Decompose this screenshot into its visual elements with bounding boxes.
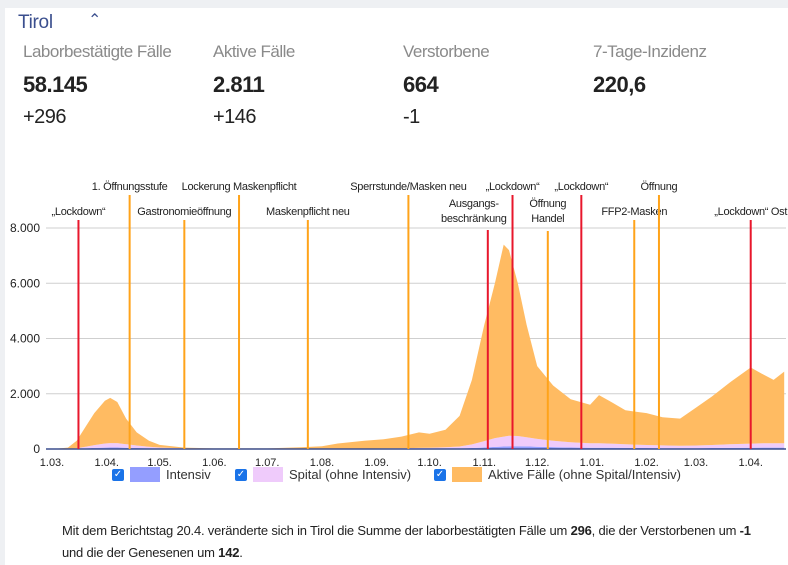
legend-item-aktive[interactable]: ✓ Aktive Fälle (ohne Spital/Intensiv) <box>434 467 681 482</box>
note-text: und die der Genesenen um <box>62 545 219 560</box>
stat-active: Aktive Fälle 2.811 +146 <box>213 42 295 129</box>
event-label: „Lockdown“ <box>554 181 608 193</box>
event-label: Öffnung <box>529 198 566 210</box>
y-tick-label: 8.000 <box>10 221 40 235</box>
x-tick-label: 1.04. <box>94 457 118 469</box>
x-tick-label: 1.03. <box>684 457 708 469</box>
x-tick-label: 1.07. <box>255 457 279 469</box>
note-text: Mit dem Berichtstag 20.4. veränderte sic… <box>62 523 571 538</box>
event-label: Sperrstunde/Masken neu <box>350 181 466 193</box>
stat-label: Aktive Fälle <box>213 42 295 61</box>
legend-swatch <box>253 467 283 482</box>
legend-swatch <box>452 467 482 482</box>
event-label: FFP2-Masken <box>601 206 667 218</box>
note-deaths-delta: -1 <box>739 523 751 538</box>
stat-confirmed: Laborbestätigte Fälle 58.145 +296 <box>23 42 172 129</box>
checkbox-checked-icon[interactable]: ✓ <box>112 468 124 481</box>
note-recovered-delta: 142 <box>218 545 240 560</box>
x-tick-label: 1.03. <box>40 457 64 469</box>
stat-delta: +146 <box>213 106 257 128</box>
event-label: Lockerung Maskenpflicht <box>182 181 297 193</box>
event-label: „Lockdown“ <box>486 181 540 193</box>
area-series-aktive <box>52 244 785 449</box>
stat-label: Laborbestätigte Fälle <box>23 42 172 61</box>
cases-chart: 0 2.000 4.000 6.000 8.000 1.03. 1.04. 1.05. 1.06… <box>10 181 788 469</box>
legend-label: Spital (ohne Intensiv) <box>289 467 412 482</box>
checkbox-checked-icon[interactable]: ✓ <box>434 468 446 481</box>
stat-value: 664 <box>403 72 439 97</box>
y-tick-label: 2.000 <box>10 387 40 401</box>
legend-label: Aktive Fälle (ohne Spital/Intensiv) <box>488 467 681 482</box>
x-tick-label: 1.02. <box>634 457 658 469</box>
x-tick-label: 1.08. <box>310 457 334 469</box>
event-label: beschränkung <box>441 213 507 225</box>
x-tick-label: 1.04. <box>738 457 762 469</box>
note-text: . <box>239 545 243 560</box>
event-label: „Lockdown“ <box>52 206 106 218</box>
event-label: „Lockdown“ Ost <box>714 206 787 218</box>
region-title: Tirol <box>18 12 53 33</box>
event-label: 1. Öffnungsstufe <box>92 181 168 193</box>
event-label: Ausgangs- <box>449 198 500 210</box>
x-tick-label: 1.05. <box>147 457 171 469</box>
x-tick-label: 1.06. <box>202 457 226 469</box>
stat-incidence: 7-Tage-Inzidenz 220,6 <box>593 42 707 106</box>
event-label: Maskenpflicht neu <box>266 206 350 218</box>
stat-label: 7-Tage-Inzidenz <box>593 42 707 61</box>
y-tick-label: 6.000 <box>10 276 40 290</box>
stat-delta: -1 <box>403 106 420 128</box>
x-tick-label: 1.11. <box>472 457 496 469</box>
event-label: Öffnung <box>641 181 678 193</box>
stat-value: 2.811 <box>213 72 265 97</box>
event-label: Handel <box>531 213 564 225</box>
stat-delta: +296 <box>23 106 67 128</box>
chart-legend: ✓ Intensiv ✓ Spital (ohne Intensiv) ✓ Ak… <box>0 467 788 491</box>
chevron-up-icon[interactable]: ⌃ <box>88 12 102 29</box>
legend-label: Intensiv <box>166 467 211 482</box>
x-tick-label: 1.10. <box>417 457 441 469</box>
legend-swatch <box>130 467 160 482</box>
legend-item-spital[interactable]: ✓ Spital (ohne Intensiv) <box>235 467 411 482</box>
stat-label: Verstorbene <box>403 42 490 61</box>
note-text: , die der Verstorbenen um <box>591 523 740 538</box>
report-note: Mit dem Berichtstag 20.4. veränderte sic… <box>62 520 762 564</box>
x-tick-label: 1.01. <box>580 457 604 469</box>
checkbox-checked-icon[interactable]: ✓ <box>235 468 247 481</box>
note-confirmed-delta: 296 <box>570 523 592 538</box>
stat-value: 58.145 <box>23 72 88 97</box>
y-tick-label: 4.000 <box>10 332 40 346</box>
x-tick-label: 1.12. <box>525 457 549 469</box>
stat-value: 220,6 <box>593 72 646 97</box>
event-label: Gastronomieöffnung <box>137 206 231 218</box>
legend-item-intensiv[interactable]: ✓ Intensiv <box>112 467 211 482</box>
stat-deaths: Verstorbene 664 -1 <box>403 42 490 129</box>
x-tick-label: 1.09. <box>364 457 388 469</box>
y-tick-label: 0 <box>33 442 40 456</box>
area-series-spital <box>52 435 785 449</box>
